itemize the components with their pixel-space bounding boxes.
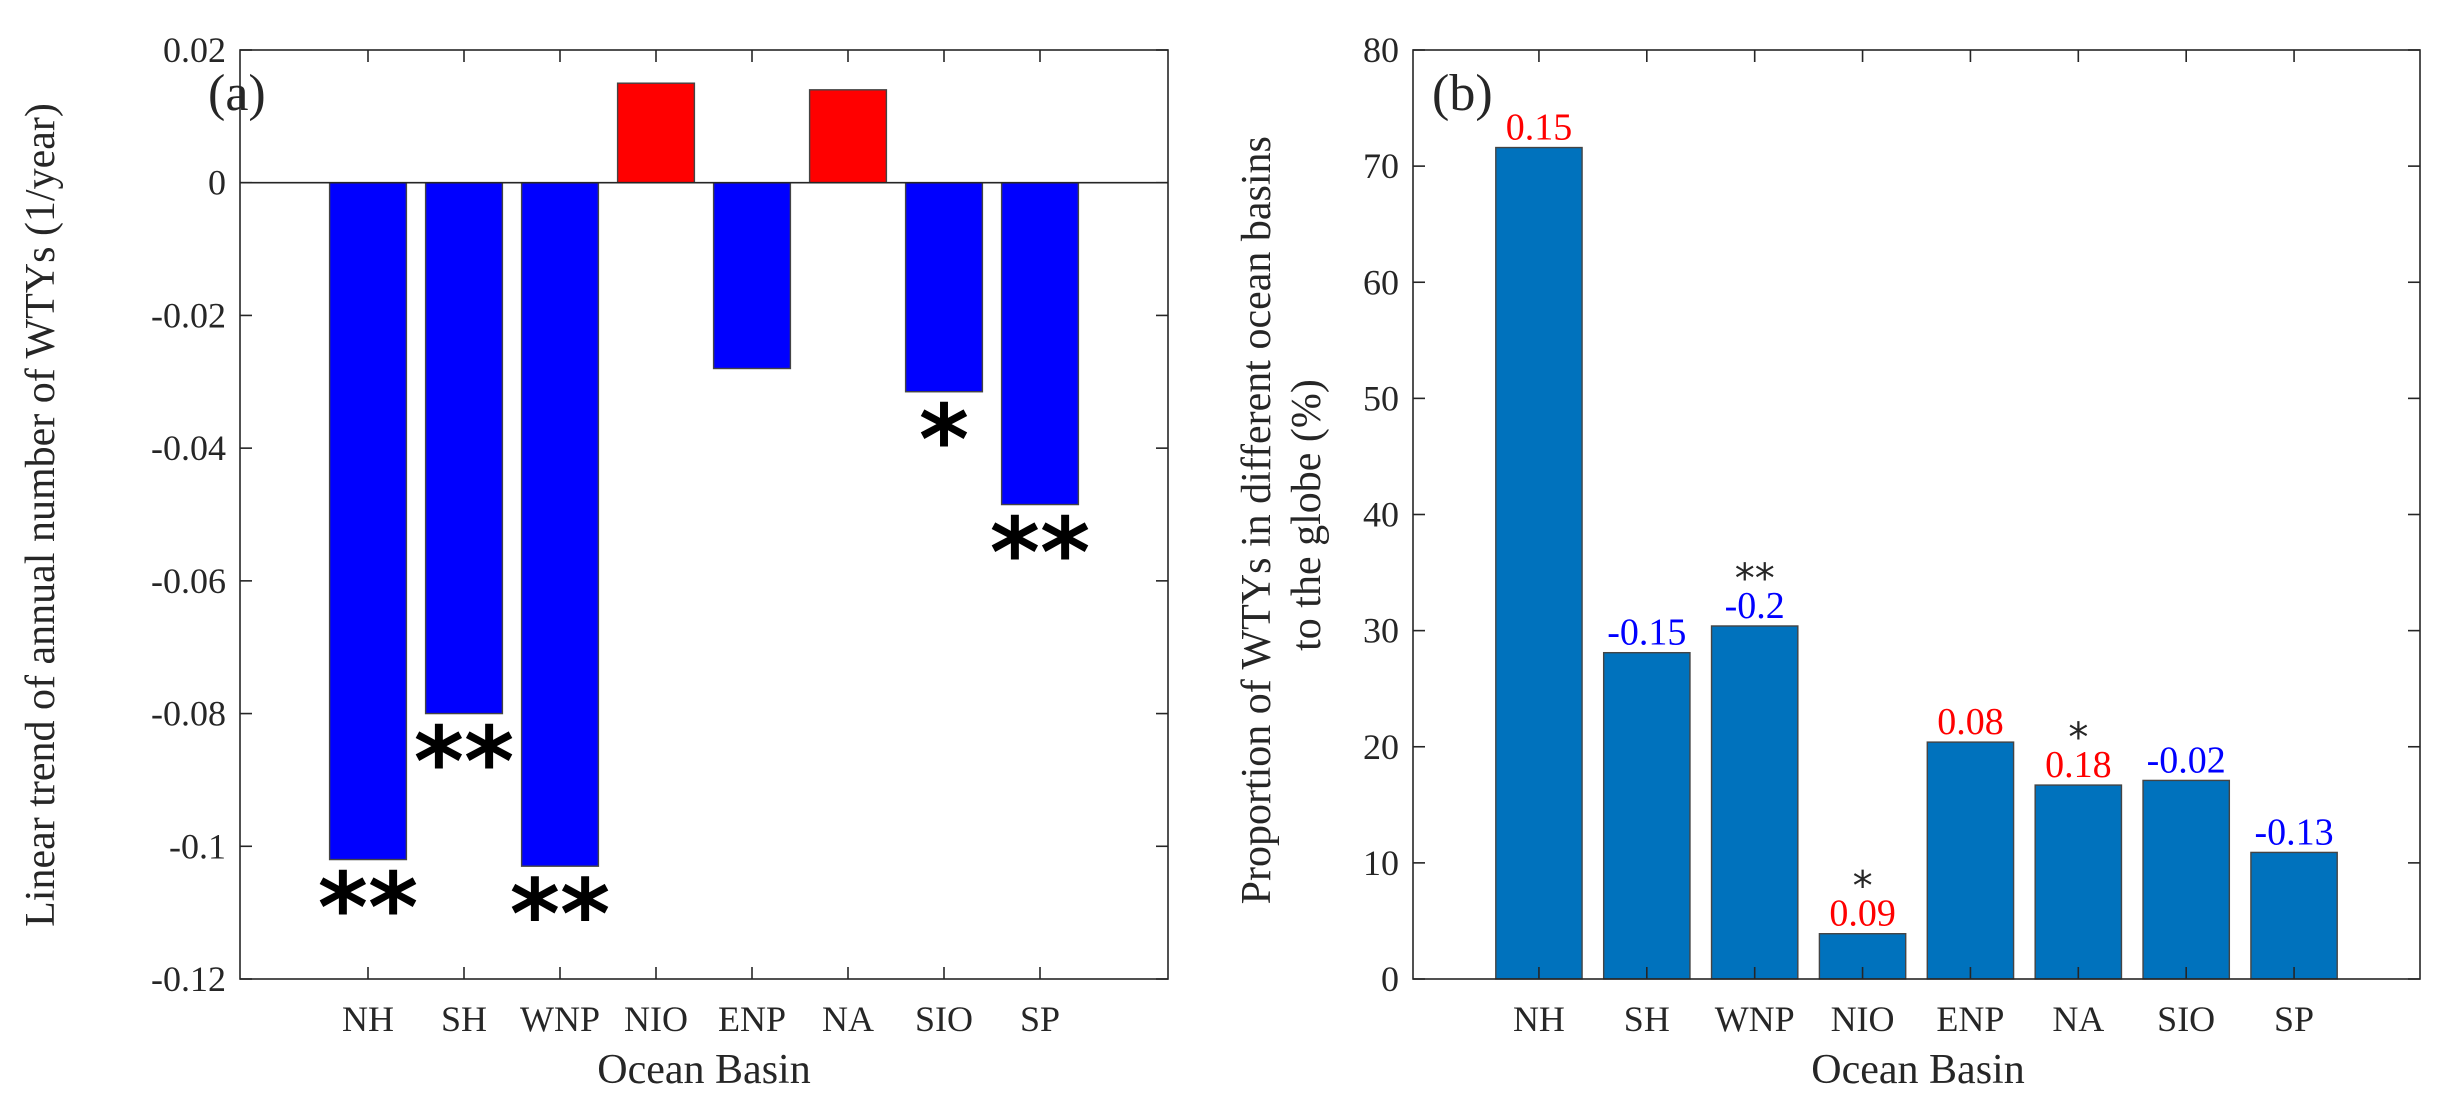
panel-a-x-axis: NH SH WNP NIO ENP NA SIO SP <box>342 50 1060 1039</box>
panel-b-xtick-label: NA <box>2052 999 2104 1039</box>
panel-b-bar-wnp <box>1710 625 1799 980</box>
panel-b-significance-nio: * <box>1853 864 1873 910</box>
panel-a-ytick-label: -0.04 <box>151 428 226 468</box>
panel-a-significance-wnp: ** <box>510 859 610 971</box>
panel-a-ytick-label: -0.12 <box>151 959 226 999</box>
panel-b-bar-chart: 0 10 20 30 40 50 60 70 80 NH SH WNP NIO ENP NA SIO SP 0… <box>1234 30 2421 1093</box>
panel-a-xtick-label: NIO <box>624 999 688 1039</box>
panel-a-label: (a) <box>208 65 266 122</box>
panel-a-bar-sp <box>1000 182 1080 506</box>
panel-b-bar-label-sp: -0.13 <box>2254 811 2333 853</box>
panel-a-significance-marks: ********* <box>318 385 1090 971</box>
panel-b-xtick-label: SIO <box>2157 999 2215 1039</box>
panel-a-xtick-label: SP <box>1020 999 1060 1039</box>
panel-a-bars <box>328 82 1080 867</box>
panel-a-bar-chart: -0.12 -0.1 -0.08 -0.06 -0.04 -0.02 0 0.02 NH SH W… <box>18 30 1169 1093</box>
panel-b-bar-label-wnp: -0.2 <box>1725 585 1785 627</box>
panel-a-ytick-label: 0.02 <box>163 30 226 70</box>
panel-a-significance-sh: ** <box>414 707 514 819</box>
panel-a-x-axis-title: Ocean Basin <box>597 1047 810 1093</box>
panel-b-significance-wnp: ** <box>1735 556 1775 602</box>
panel-b-xtick-label: WNP <box>1715 999 1795 1039</box>
panel-b-ytick-label: 80 <box>1363 30 1399 70</box>
panel-b-ytick-label: 60 <box>1363 262 1399 302</box>
panel-a-axes-box <box>239 49 1169 980</box>
panel-a-bar-nio <box>616 82 696 184</box>
panel-a-y-axis: -0.12 -0.1 -0.08 -0.06 -0.04 -0.02 0 0.02 <box>151 30 1168 999</box>
panel-a-ytick-label: -0.06 <box>151 561 226 601</box>
panel-a-xtick-label: NA <box>822 999 874 1039</box>
panel-b-bar-label-enp: 0.08 <box>1937 701 2004 743</box>
panel-a-bar-na <box>808 89 888 184</box>
panel-b-bar-label-sio: -0.02 <box>2147 739 2226 781</box>
panel-b-x-axis-title: Ocean Basin <box>1811 1047 2024 1093</box>
panel-b-bar-enp <box>1926 741 2015 980</box>
panel-b-xtick-label: SP <box>2274 999 2314 1039</box>
panel-b-bar-na <box>2034 784 2123 980</box>
panel-a-bar-nh <box>328 182 408 861</box>
panel-b-significance-na: * <box>2068 715 2088 761</box>
panel-b-ytick-label: 70 <box>1363 146 1399 186</box>
panel-a-ytick-label: -0.08 <box>151 694 226 734</box>
panel-a-bar-sio <box>904 182 984 393</box>
panel-a-bar-enp <box>712 182 792 370</box>
panel-a-bar-wnp <box>520 182 600 867</box>
panel-b-ytick-label: 20 <box>1363 727 1399 767</box>
panel-b-bar-nh <box>1495 146 1583 980</box>
panel-b-bar-sh <box>1602 651 1691 980</box>
panel-b-data-labels: 0.15-0.15-0.2**0.09*0.080.18* -0.02-0.13 <box>1506 107 2334 935</box>
panel-b-ytick-label: 40 <box>1363 495 1399 535</box>
panel-b-ytick-label: 50 <box>1363 378 1399 418</box>
panel-b-bar-sio <box>2142 779 2231 980</box>
panel-b-x-axis: NH SH WNP NIO ENP NA SIO SP <box>1513 50 2314 1039</box>
panel-a-xtick-label: ENP <box>718 999 786 1039</box>
panel-b-label: (b) <box>1432 65 1493 122</box>
panel-b-y-axis-title: Proportion of WTYs in different ocean ba… <box>1234 126 1330 905</box>
panel-b-ytick-label: 10 <box>1363 843 1399 883</box>
panel-b-ytick-label: 30 <box>1363 611 1399 651</box>
panel-b-bar-sp <box>2250 851 2338 980</box>
panel-b-y-axis-title-line-2: to the globe (%) <box>1284 379 1330 651</box>
panel-a-significance-sio: * <box>919 385 969 497</box>
panel-a-ytick-label: -0.1 <box>169 826 226 866</box>
panel-b-ytick-label: 0 <box>1381 959 1399 999</box>
panel-b-xtick-label: ENP <box>1936 999 2004 1039</box>
panel-a-y-axis-title: Linear trend of annual number of WTYs (1… <box>18 103 64 927</box>
panel-b-bar-label-nh: 0.15 <box>1506 107 1573 149</box>
panel-b-xtick-label: NIO <box>1831 999 1895 1039</box>
panel-a-significance-nh: ** <box>318 853 418 965</box>
panel-a-significance-sp: ** <box>990 498 1090 610</box>
panel-b-bar-label-na: 0.18 <box>2045 744 2112 786</box>
panel-a-xtick-label: NH <box>342 999 394 1039</box>
panel-b-xtick-label: NH <box>1513 999 1565 1039</box>
panel-a-ytick-label: -0.02 <box>151 295 226 335</box>
panel-b-xtick-label: SH <box>1624 999 1670 1039</box>
panel-b-y-axis-title-line-1: Proportion of WTYs in different ocean ba… <box>1234 136 1280 904</box>
panel-a-bar-sh <box>424 182 504 715</box>
panel-a-xtick-label: WNP <box>520 999 600 1039</box>
panel-a-xtick-label: SH <box>441 999 487 1039</box>
panel-b-bar-label-sh: -0.15 <box>1607 612 1686 654</box>
panel-b-bar-label-nio: 0.09 <box>1829 893 1896 935</box>
panel-a-xtick-label: SIO <box>915 999 973 1039</box>
panel-b-y-axis: 0 10 20 30 40 50 60 70 80 <box>1363 30 2420 999</box>
panel-a-ytick-label: 0 <box>208 163 226 203</box>
